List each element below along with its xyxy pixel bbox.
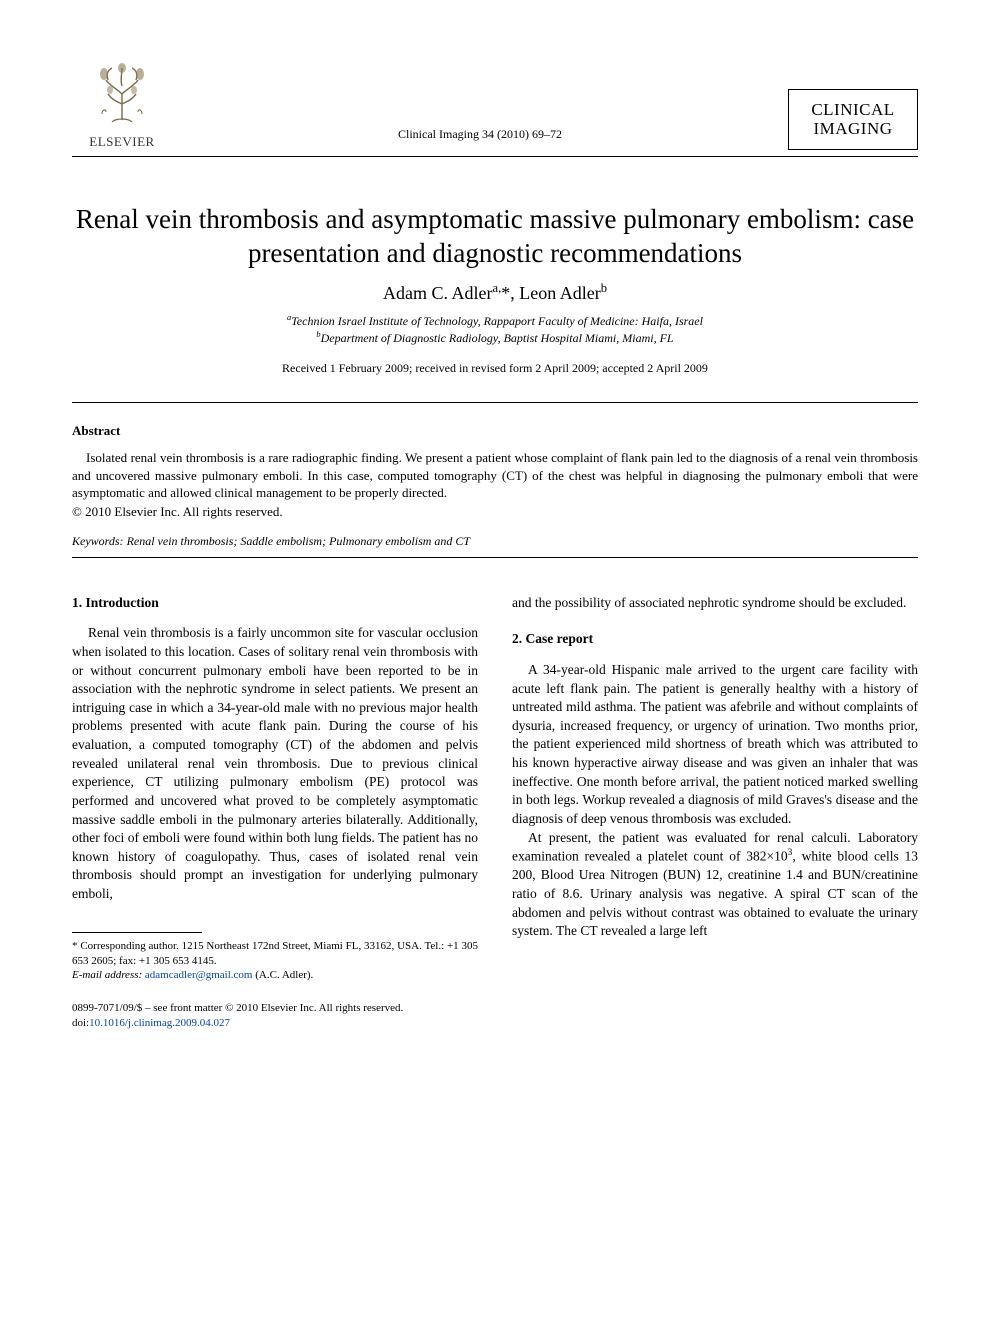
doi-label: doi: — [72, 1017, 89, 1029]
abstract-text: Isolated renal vein thrombosis is a rare… — [72, 449, 918, 502]
affiliations: aTechnion Israel Institute of Technology… — [72, 312, 918, 348]
issn-line: 0899-7071/09/$ – see front matter © 2010… — [72, 1001, 478, 1016]
abstract-heading: Abstract — [72, 423, 918, 439]
keywords-label: Keywords: — [72, 534, 124, 548]
doi-link[interactable]: 10.1016/j.clinimag.2009.04.027 — [89, 1017, 230, 1029]
footnote-email-line: E-mail address: adamcadler@gmail.com (A.… — [72, 968, 478, 983]
section-1-heading: 1. Introduction — [72, 594, 478, 613]
abstract-block: Abstract Isolated renal vein thrombosis … — [72, 423, 918, 520]
author-1-affil-sup: a, — [492, 281, 501, 295]
section-2-heading: 2. Case report — [512, 630, 918, 649]
keywords-text: Renal vein thrombosis; Saddle embolism; … — [124, 534, 471, 548]
affiliation-a-text: Technion Israel Institute of Technology,… — [291, 314, 703, 328]
corresponding-author-footnote: * Corresponding author. 1215 Northeast 1… — [72, 939, 478, 984]
section-2-para-2: At present, the patient was evaluated fo… — [512, 829, 918, 941]
author-2: , Leon Adler — [510, 283, 600, 303]
footnote-email-label: E-mail address: — [72, 969, 142, 981]
journal-reference: Clinical Imaging 34 (2010) 69–72 — [172, 127, 788, 150]
abstract-body: Isolated renal vein thrombosis is a rare… — [72, 449, 918, 502]
abstract-top-rule — [72, 402, 918, 403]
affiliation-a: aTechnion Israel Institute of Technology… — [72, 312, 918, 330]
footnote-separator — [72, 932, 202, 933]
abstract-copyright: © 2010 Elsevier Inc. All rights reserved… — [72, 504, 918, 520]
page-header: ELSEVIER Clinical Imaging 34 (2010) 69–7… — [72, 60, 918, 150]
doi-line: doi:10.1016/j.clinimag.2009.04.027 — [72, 1016, 478, 1031]
section-1-para-1: Renal vein thrombosis is a fairly uncomm… — [72, 624, 478, 903]
elsevier-tree-icon — [86, 60, 158, 132]
abstract-bottom-rule — [72, 557, 918, 558]
author-1-corr-star: * — [501, 283, 510, 303]
keywords-line: Keywords: Renal vein thrombosis; Saddle … — [72, 534, 918, 549]
author-1: Adam C. Adler — [383, 283, 493, 303]
footnote-email-link[interactable]: adamcadler@gmail.com — [145, 969, 253, 981]
section-1-para-1-cont: and the possibility of associated nephro… — [512, 594, 918, 613]
author-2-affil-sup: b — [601, 281, 607, 295]
section-2-para-1: A 34-year-old Hispanic male arrived to t… — [512, 661, 918, 829]
publisher-label: ELSEVIER — [89, 134, 154, 150]
header-rule — [72, 156, 918, 157]
affiliation-b-text: Department of Diagnostic Radiology, Bapt… — [321, 331, 674, 345]
journal-logo: CLINICAL IMAGING — [788, 89, 918, 150]
footnote-email-tail: (A.C. Adler). — [252, 969, 313, 981]
bottom-metadata: 0899-7071/09/$ – see front matter © 2010… — [72, 1001, 478, 1031]
article-title: Renal vein thrombosis and asymptomatic m… — [72, 203, 918, 271]
authors-line: Adam C. Adlera,*, Leon Adlerb — [72, 281, 918, 304]
right-column: and the possibility of associated nephro… — [512, 594, 918, 1031]
journal-logo-line2: IMAGING — [795, 119, 911, 139]
footnote-corr-text: * Corresponding author. 1215 Northeast 1… — [72, 939, 478, 969]
body-columns: 1. Introduction Renal vein thrombosis is… — [72, 594, 918, 1031]
publisher-block: ELSEVIER — [72, 60, 172, 150]
left-column: 1. Introduction Renal vein thrombosis is… — [72, 594, 478, 1031]
journal-logo-line1: CLINICAL — [795, 100, 911, 120]
article-dates: Received 1 February 2009; received in re… — [72, 361, 918, 376]
affiliation-b: bDepartment of Diagnostic Radiology, Bap… — [72, 329, 918, 347]
